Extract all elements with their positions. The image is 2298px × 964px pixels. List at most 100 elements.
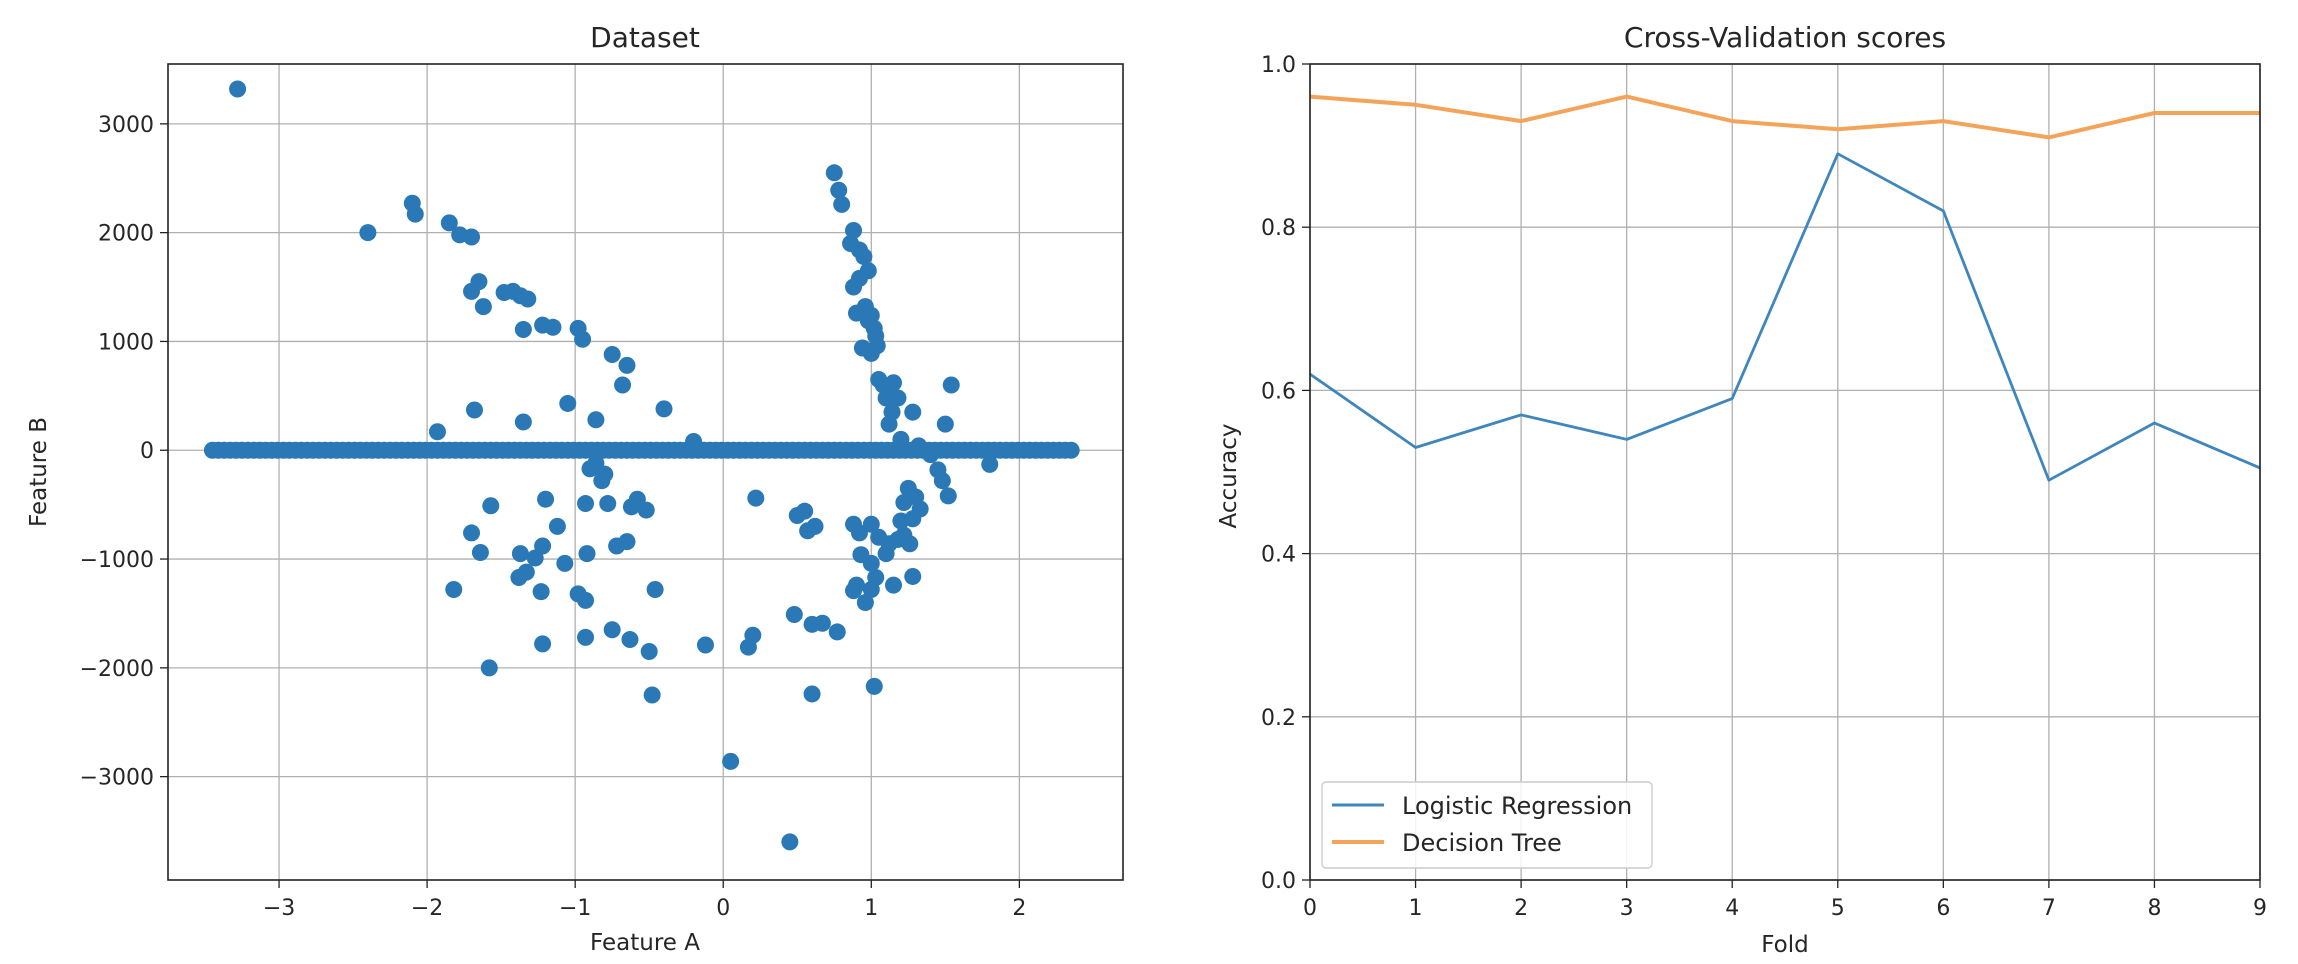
scatter-xtick-label: 0 [716, 896, 730, 921]
scatter-point [621, 631, 639, 649]
scatter-point [440, 214, 458, 232]
scatter-ytick-label: 2000 [98, 222, 154, 247]
scatter-point [556, 554, 574, 572]
scatter-ylabel: Feature B [26, 417, 52, 527]
scatter-point [855, 248, 873, 266]
scatter-point [514, 320, 532, 338]
scatter-ytick-label: 3000 [98, 113, 154, 138]
scatter-point [722, 752, 740, 770]
line-ytick-label: 0.2 [1261, 706, 1296, 731]
scatter-point [806, 517, 824, 535]
scatter-point [850, 524, 868, 542]
scatter-point [526, 549, 544, 567]
line-gridlines [1309, 63, 2261, 881]
scatter-point [474, 298, 492, 316]
scatter-point [480, 659, 498, 677]
scatter-point [655, 400, 673, 418]
scatter-point [603, 345, 621, 363]
scatter-point [445, 581, 463, 599]
scatter-point [696, 636, 714, 654]
scatter-point [880, 415, 898, 433]
scatter-point [885, 576, 903, 594]
line-xtick-label: 6 [1936, 896, 1950, 921]
scatter-point [862, 515, 880, 533]
scatter-point [1062, 441, 1080, 459]
line-xtick-label: 9 [2253, 896, 2267, 921]
line-xtick-label: 5 [1831, 896, 1845, 921]
line-ylabel: Accuracy [1216, 423, 1242, 528]
scatter-point [482, 497, 500, 515]
scatter-title: Dataset [590, 21, 700, 54]
scatter-point [587, 411, 605, 429]
scatter-point [359, 224, 377, 242]
scatter-point [862, 344, 880, 362]
line-xtick-label: 2 [1514, 896, 1528, 921]
scatter-points [203, 80, 1080, 851]
scatter-point [845, 582, 863, 600]
scatter-ytick-label: 1000 [98, 330, 154, 355]
scatter-point [511, 545, 529, 563]
scatter-point [785, 606, 803, 624]
scatter-point [463, 282, 481, 300]
scatter-point [856, 594, 874, 612]
scatter-point [618, 356, 636, 374]
scatter-point [942, 376, 960, 394]
scatter-xtick-label: −1 [559, 896, 591, 921]
line-ytick-label: 0.4 [1261, 543, 1296, 568]
scatter-point [534, 635, 552, 653]
scatter-chart: −3 −2 −1 0 1 2 −3000 −2000 −1000 0 1000 2000 3000 Da… [26, 21, 1124, 956]
scatter-point [833, 195, 851, 213]
scatter-point [796, 502, 814, 520]
line-xtick-label: 3 [1620, 896, 1634, 921]
scatter-point [845, 221, 863, 239]
scatter-point [892, 430, 910, 448]
line-ytick-label: 0.6 [1261, 379, 1296, 404]
line-xtick-label: 4 [1725, 896, 1739, 921]
scatter-point [862, 581, 880, 599]
scatter-point [862, 306, 880, 324]
scatter-ticks: −3 −2 −1 0 1 2 −3000 −2000 −1000 0 1000 2000 3000 [80, 113, 1027, 921]
line-title: Cross-Validation scores [1624, 21, 1946, 54]
scatter-point [548, 517, 566, 535]
scatter-point [577, 628, 595, 646]
scatter-plot-frame [167, 63, 1124, 881]
scatter-point [904, 403, 922, 421]
series-line-decision-tree [1309, 94, 2260, 140]
scatter-point [229, 80, 247, 98]
scatter-point [892, 512, 910, 530]
scatter-point [593, 472, 611, 490]
scatter-point [577, 495, 595, 513]
scatter-point [637, 501, 655, 519]
scatter-point [910, 437, 928, 455]
line-ytick-label: 0.0 [1261, 869, 1296, 894]
scatter-point [614, 376, 632, 394]
scatter-point [939, 487, 957, 505]
scatter-point [862, 554, 880, 572]
scatter-point [904, 567, 922, 585]
scatter-point [587, 454, 605, 472]
scatter-point [603, 621, 621, 639]
scatter-point [471, 544, 489, 562]
line-xtick-label: 0 [1303, 896, 1317, 921]
legend: Logistic Regression Decision Tree [1321, 781, 1653, 869]
scatter-point [825, 164, 843, 182]
legend-label-decision-tree: Decision Tree [1402, 829, 1562, 857]
line-chart: 0 1 2 3 4 5 6 7 8 9 0.0 0.2 0.4 0.6 0.8 1.0 Cross-Valid… [1216, 21, 2267, 958]
scatter-xtick-label: 2 [1012, 896, 1026, 921]
scatter-point [406, 205, 424, 223]
line-ytick-label: 0.8 [1261, 216, 1296, 241]
scatter-xtick-label: 1 [864, 896, 878, 921]
scatter-point [618, 533, 636, 551]
scatter-point [510, 569, 528, 587]
series-line-logistic-regression [1309, 152, 2261, 482]
scatter-point [537, 490, 555, 508]
scatter-point [640, 643, 658, 661]
scatter-point [599, 495, 617, 513]
scatter-point [901, 535, 919, 553]
scatter-point [428, 423, 446, 441]
scatter-xtick-label: −2 [411, 896, 443, 921]
scatter-point [933, 472, 951, 490]
line-xtick-label: 7 [2042, 896, 2056, 921]
scatter-point [577, 591, 595, 609]
